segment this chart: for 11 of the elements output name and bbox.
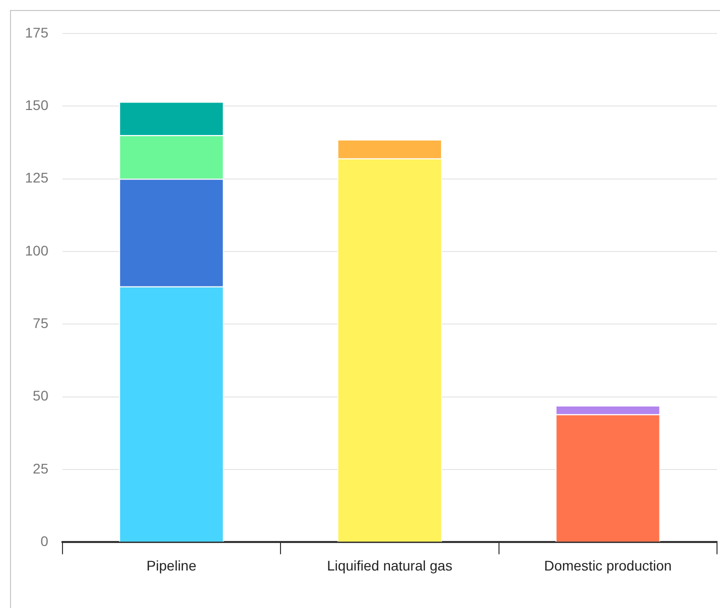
y-tick-label: 25 [32,460,49,476]
y-tick-label: 50 [32,388,49,404]
y-tick-label: 75 [32,315,49,331]
x-tick-label: Liquified natural gas [327,557,452,574]
y-tick-label: 175 [25,24,49,40]
y-tick-label: 125 [25,170,49,186]
x-tick-label: Domestic production [544,557,672,574]
y-tick-label: 0 [40,533,49,550]
x-tick-label: Pipeline [146,557,197,574]
y-tick-label: 100 [25,242,49,258]
y-tick-label: 150 [25,96,49,113]
